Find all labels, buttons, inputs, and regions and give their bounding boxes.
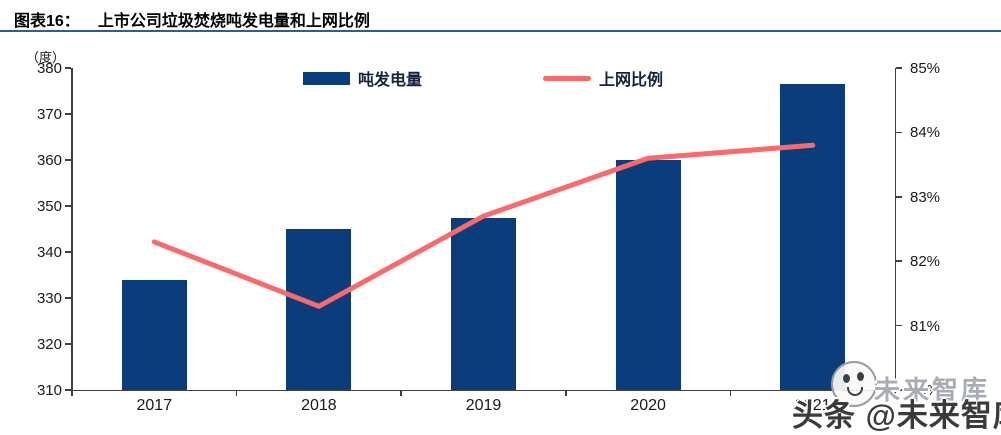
x-axis-tick bbox=[235, 390, 238, 396]
y-axis-right-tick bbox=[896, 196, 902, 198]
bar-2020 bbox=[615, 160, 681, 390]
y-axis-left-line bbox=[71, 68, 73, 391]
y-axis-left-tick-label: 370 bbox=[36, 106, 62, 123]
y-axis-left-tick bbox=[65, 343, 71, 345]
y-axis-right-tick-label: 80% bbox=[910, 382, 941, 399]
y-axis-left-tick-label: 330 bbox=[36, 290, 62, 307]
y-axis-left-tick-label: 350 bbox=[36, 198, 62, 215]
x-axis-tick bbox=[565, 390, 567, 396]
y-axis-left-tick-label: 320 bbox=[36, 336, 62, 353]
y-axis-left-tick-label: 360 bbox=[36, 152, 62, 169]
bar-2021 bbox=[780, 84, 846, 390]
bar-2018 bbox=[286, 229, 352, 390]
line-series-swatch bbox=[543, 75, 591, 81]
left-axis-unit-label: （度） bbox=[26, 50, 66, 65]
y-axis-right-tick-label: 82% bbox=[910, 253, 941, 271]
y-axis-right-line bbox=[894, 68, 896, 391]
y-axis-left-tick bbox=[65, 159, 71, 161]
chart-header: 图表16： 上市公司垃圾焚烧吨发电量和上网比例 bbox=[14, 7, 370, 31]
y-axis-left-tick bbox=[65, 389, 71, 391]
figure-number-label: 图表16： bbox=[14, 13, 80, 30]
y-axis-left-tick bbox=[65, 67, 71, 69]
bar-series-label: 吨发电量 bbox=[358, 72, 423, 89]
y-axis-left-tick-label: 380 bbox=[36, 60, 62, 77]
y-axis-right-tick bbox=[896, 260, 902, 262]
y-axis-left-tick bbox=[65, 205, 71, 207]
x-axis-tick bbox=[894, 390, 896, 396]
bar-2017 bbox=[121, 279, 187, 390]
chart-title: 上市公司垃圾焚烧吨发电量和上网比例 bbox=[97, 13, 370, 30]
bar-series-swatch bbox=[303, 71, 350, 85]
y-axis-left-tick bbox=[65, 113, 71, 115]
x-axis-label-2017: 2017 bbox=[136, 397, 173, 414]
x-axis-label-2020: 2020 bbox=[630, 397, 666, 414]
y-axis-right-tick bbox=[896, 389, 902, 391]
x-axis-tick bbox=[400, 390, 402, 396]
x-axis-label-2021: 2021 bbox=[794, 397, 831, 414]
x-axis-tick bbox=[71, 390, 73, 396]
x-axis-label-2019: 2019 bbox=[465, 397, 502, 414]
bar-2019 bbox=[451, 217, 516, 390]
y-axis-right-tick-label: 83% bbox=[910, 188, 941, 206]
x-axis-tick bbox=[729, 390, 732, 396]
legend-item-line-series[interactable]: 上网比例 bbox=[543, 66, 663, 90]
chart-legend: 吨发电量 上网比例 bbox=[0, 62, 1001, 89]
x-axis-line bbox=[71, 389, 896, 391]
y-axis-right-tick bbox=[896, 324, 902, 327]
y-axis-right-tick-label: 85% bbox=[910, 60, 941, 77]
y-axis-left-tick bbox=[65, 251, 71, 253]
line-series-label: 上网比例 bbox=[599, 72, 664, 89]
legend-item-bar-series[interactable]: 吨发电量 bbox=[303, 66, 422, 90]
y-axis-right-tick-label: 84% bbox=[910, 124, 941, 142]
y-axis-left-tick-label: 310 bbox=[36, 382, 62, 399]
y-axis-right-tick-label: 81% bbox=[910, 317, 941, 335]
y-axis-right-tick bbox=[896, 67, 902, 69]
y-axis-right-tick bbox=[896, 131, 902, 134]
x-axis-label-2018: 2018 bbox=[301, 397, 337, 414]
y-axis-left-tick-label: 340 bbox=[36, 244, 62, 261]
title-underline-rule bbox=[0, 30, 1001, 32]
y-axis-left-tick bbox=[65, 297, 71, 299]
